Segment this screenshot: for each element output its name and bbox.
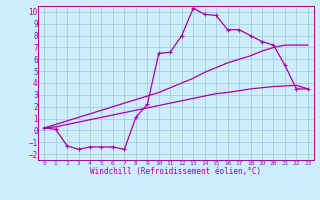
X-axis label: Windchill (Refroidissement éolien,°C): Windchill (Refroidissement éolien,°C) (91, 167, 261, 176)
